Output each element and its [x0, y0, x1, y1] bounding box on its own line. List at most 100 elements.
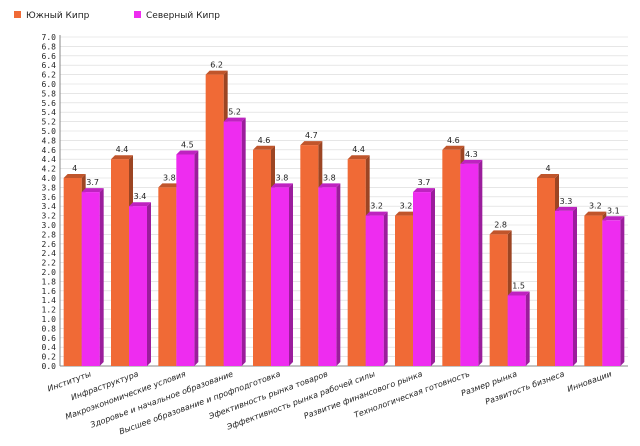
bar-top — [489, 230, 512, 235]
bar-front — [176, 154, 195, 366]
y-tick-label: 2.4 — [42, 249, 57, 258]
legend-item: Северный Кипр — [134, 11, 220, 21]
bar-front — [602, 220, 621, 366]
bar-side — [147, 202, 151, 366]
data-label: 3.7 — [86, 178, 99, 187]
data-label: 4.3 — [465, 150, 478, 159]
bar-front — [584, 215, 603, 366]
data-label: 1.5 — [512, 282, 525, 291]
bar-side — [336, 183, 341, 366]
data-label: 3.7 — [418, 178, 431, 187]
data-label: 3.1 — [607, 206, 620, 215]
y-tick-label: 4.0 — [42, 174, 57, 183]
data-label: 4.7 — [305, 131, 318, 140]
y-tick-label: 2.8 — [42, 230, 57, 239]
bar-top — [365, 211, 388, 216]
y-tick-label: 4.2 — [42, 165, 57, 174]
legend-item: Южный Кипр — [14, 11, 90, 21]
y-tick-label: 1.6 — [42, 287, 57, 296]
y-tick-label: 1.8 — [42, 277, 57, 286]
bar — [507, 291, 530, 366]
y-tick-label: 6.8 — [42, 42, 57, 51]
bar-front — [507, 295, 526, 366]
bar-top — [205, 70, 228, 75]
bar-front — [395, 215, 413, 366]
bar — [602, 216, 625, 366]
bar-side — [620, 216, 625, 366]
bar-side — [241, 117, 246, 366]
y-tick-label: 4.6 — [42, 146, 57, 155]
grid-lines — [60, 36, 628, 367]
bar — [81, 188, 104, 366]
y-tick-label: 5.4 — [42, 108, 57, 117]
y-tick-label: 4.4 — [42, 155, 57, 164]
data-label: 4.4 — [352, 145, 365, 154]
y-tick-label: 0.4 — [42, 343, 57, 352]
y-tick-label: 2.6 — [42, 240, 57, 249]
bar-front — [253, 149, 271, 366]
data-label: 3.2 — [400, 202, 413, 211]
y-tick-label: 3.8 — [42, 183, 57, 192]
bars — [63, 70, 625, 366]
legend-swatch — [14, 11, 21, 18]
bar-front — [81, 192, 100, 366]
bar-side — [573, 206, 577, 366]
y-axis-ticks: 0.00.20.40.60.81.01.21.41.61.82.02.22.42… — [42, 33, 57, 371]
bar-top — [81, 188, 104, 193]
bar-front — [442, 149, 461, 366]
x-axis-labels: ИнститутыИнфраструктураМакроэкономически… — [46, 369, 613, 436]
y-tick-label: 3.0 — [42, 221, 57, 230]
x-tick-label: Развитость бизнеса — [484, 369, 566, 406]
bar-front — [365, 215, 384, 366]
data-label: 3.8 — [276, 173, 289, 182]
bar — [129, 202, 151, 366]
bar-top — [460, 159, 483, 164]
data-label: 6.2 — [210, 61, 223, 70]
data-label: 3.2 — [370, 202, 383, 211]
data-label: 2.8 — [494, 220, 507, 229]
y-tick-label: 6.0 — [42, 80, 57, 89]
legend: Южный Кипр Северный Кипр — [14, 11, 220, 21]
data-label: 3.8 — [163, 173, 176, 182]
bar — [318, 183, 341, 366]
y-tick-label: 2.2 — [42, 259, 57, 268]
bar-front — [63, 178, 82, 366]
data-label: 5.2 — [228, 108, 241, 117]
bar-front — [223, 121, 242, 366]
data-label: 3.4 — [134, 192, 147, 201]
legend-swatch — [134, 11, 141, 18]
bar-top — [253, 145, 275, 150]
bar — [413, 188, 435, 366]
bar-top — [347, 155, 370, 160]
bar-side — [525, 291, 530, 366]
bar-top — [158, 183, 181, 188]
bar — [460, 159, 483, 366]
y-tick-label: 6.2 — [42, 71, 57, 80]
y-tick-label: 1.0 — [42, 315, 57, 324]
bar-top — [176, 150, 199, 155]
y-tick-label: 3.6 — [42, 193, 57, 202]
y-tick-label: 3.4 — [42, 202, 57, 211]
bar-top — [223, 117, 246, 122]
bar-front — [347, 159, 366, 366]
data-label: 3.3 — [560, 197, 573, 206]
bar-side — [478, 159, 483, 366]
bar-top — [129, 202, 151, 207]
bar — [555, 206, 577, 366]
bar-side — [383, 211, 388, 366]
bar-top — [555, 206, 577, 211]
bar-front — [318, 187, 337, 366]
bar — [223, 117, 246, 366]
bar-top — [63, 174, 86, 178]
data-label: 3.8 — [323, 173, 336, 182]
bar-top — [413, 188, 435, 193]
y-tick-label: 0.2 — [42, 353, 57, 362]
y-tick-label: 5.0 — [42, 127, 57, 136]
legend-label: Северный Кипр — [146, 11, 220, 21]
bar-top — [395, 211, 417, 216]
y-tick-label: 1.4 — [42, 296, 57, 305]
bar-front — [271, 187, 289, 366]
bar-front — [489, 234, 508, 366]
bar-front — [555, 210, 573, 366]
